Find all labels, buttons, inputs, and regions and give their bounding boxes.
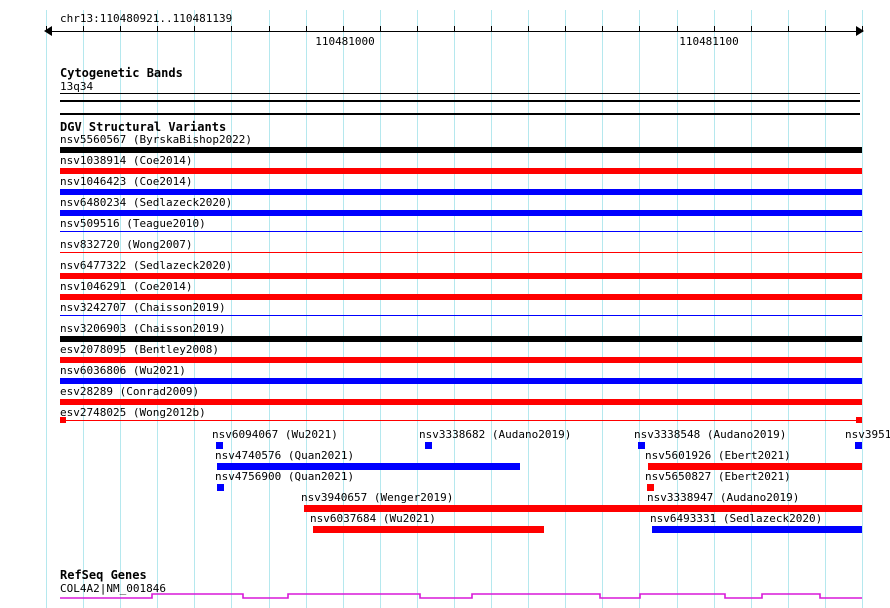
region-coordinate-label: chr13:110480921..110481139 (60, 12, 233, 25)
dgv-variant-label: nsv3242707 (Chaisson2019) (60, 301, 226, 314)
ruler-tick (677, 26, 678, 32)
dgv-variant-label: nsv3338548 (Audano2019) (634, 428, 787, 441)
ruler-tick (157, 26, 158, 32)
ruler-tick (343, 26, 344, 32)
refseq-gene-shape[interactable] (0, 566, 890, 608)
dgv-variant-label: nsv6493331 (Sedlazeck2020) (650, 512, 823, 525)
ruler-tick (714, 26, 715, 32)
section-title-refseq: RefSeq Genes (60, 568, 147, 582)
dgv-variant-bar[interactable] (313, 526, 544, 533)
ruler-tick (380, 26, 381, 32)
dgv-variant-bar[interactable] (217, 484, 224, 491)
refseq-gene-label: COL4A2|NM_001846 (60, 582, 166, 595)
dgv-variant-label: nsv5650827 (Ebert2021) (645, 470, 791, 483)
section-title-dgv: DGV Structural Variants (60, 120, 227, 134)
dgv-variant-bar[interactable] (648, 463, 862, 470)
dgv-variant-bar[interactable] (60, 210, 862, 216)
dgv-variant-bar[interactable] (60, 294, 862, 300)
cytoband-label: 13q34 (60, 80, 94, 93)
dgv-variant-label: nsv6036806 (Wu2021) (60, 364, 186, 377)
ruler-tick (417, 26, 418, 32)
dgv-variant-label: nsv1046423 (Coe2014) (60, 175, 193, 188)
ruler-tick (491, 26, 492, 32)
ruler-tick (788, 26, 789, 32)
ruler-tick (528, 26, 529, 32)
cytoband-section-divider-top (60, 100, 860, 102)
right-arrow-icon[interactable] (856, 26, 864, 36)
dgv-variant-bar[interactable] (652, 526, 862, 533)
dgv-variant-label: nsv6094067 (Wu2021) (212, 428, 338, 441)
dgv-variant-label: nsv3338947 (Audano2019) (647, 491, 800, 504)
dgv-variant-label: nsv6037684 (Wu2021) (310, 512, 436, 525)
ruler-tick (194, 26, 195, 32)
ruler-tick (83, 26, 84, 32)
dgv-variant-bar[interactable] (60, 336, 862, 342)
ruler-tick (120, 26, 121, 32)
ruler-tick (306, 26, 307, 32)
ruler-tick (862, 26, 863, 32)
dgv-variant-bar[interactable] (60, 252, 862, 253)
dgv-variant-bar[interactable] (60, 189, 862, 195)
dgv-variant-bar[interactable] (60, 357, 862, 363)
dgv-variant-bar[interactable] (60, 420, 862, 421)
dgv-variant-label: nsv3940657 (Wenger2019) (301, 491, 454, 504)
dgv-variant-label: nsv6480234 (Sedlazeck2020) (60, 196, 233, 209)
dgv-variant-label: nsv5601926 (Ebert2021) (645, 449, 791, 462)
ruler-tick (231, 26, 232, 32)
ruler-tick (825, 26, 826, 32)
dgv-variant-bar[interactable] (650, 505, 862, 512)
gridline (862, 10, 863, 608)
dgv-variant-bar[interactable] (647, 484, 654, 491)
dgv-variant-label: nsv4756900 (Quan2021) (215, 470, 355, 483)
ruler-tick (565, 26, 566, 32)
dgv-variant-label: nsv6477322 (Sedlazeck2020) (60, 259, 233, 272)
cytoband-rule (60, 93, 860, 94)
dgv-variant-endcap (856, 417, 862, 423)
dgv-variant-endcap (60, 417, 66, 423)
ruler-tick (46, 26, 47, 32)
dgv-variant-bar[interactable] (60, 147, 862, 153)
dgv-variant-bar[interactable] (60, 273, 862, 279)
dgv-variant-label: nsv832720 (Wong2007) (60, 238, 193, 251)
dgv-variant-bar[interactable] (60, 378, 862, 384)
left-arrow-icon[interactable] (44, 26, 52, 36)
dgv-variant-bar[interactable] (304, 505, 862, 512)
dgv-variant-label: nsv1046291 (Coe2014) (60, 280, 193, 293)
dgv-variant-bar[interactable] (60, 399, 862, 405)
dgv-variant-label: nsv509516 (Teague2010) (60, 217, 206, 230)
dgv-variant-bar[interactable] (60, 168, 862, 174)
coordinate-ruler: chr13:110480921..110481139 110481000 1104… (0, 0, 890, 50)
dgv-variant-label: esv2748025 (Wong2012b) (60, 406, 206, 419)
dgv-variant-label: nsv3206903 (Chaisson2019) (60, 322, 226, 335)
dgv-variant-label: nsv4740576 (Quan2021) (215, 449, 355, 462)
dgv-variant-label: esv2078095 (Bentley2008) (60, 343, 219, 356)
ruler-tick (751, 26, 752, 32)
dgv-variant-label: esv28289 (Conrad2009) (60, 385, 200, 398)
dgv-variant-bar[interactable] (60, 315, 862, 316)
ruler-tick (602, 26, 603, 32)
ruler-tick (639, 26, 640, 32)
dgv-variant-bar[interactable] (425, 442, 432, 449)
section-title-cytogenetic-bands: Cytogenetic Bands (60, 66, 183, 80)
gridline (46, 10, 47, 608)
cytoband-section-divider-bottom (60, 113, 860, 115)
ruler-tick (269, 26, 270, 32)
dgv-variant-label: nsv3951 (845, 428, 890, 441)
dgv-variant-label: nsv1038914 (Coe2014) (60, 154, 193, 167)
dgv-variant-bar[interactable] (855, 442, 862, 449)
ruler-tick-label: 110481100 (679, 35, 739, 48)
dgv-variant-bar[interactable] (60, 231, 862, 232)
dgv-variant-bar[interactable] (638, 442, 645, 449)
dgv-variant-label: nsv3338682 (Audano2019) (419, 428, 572, 441)
dgv-variant-label: nsv5560567 (ByrskaBishop2022) (60, 133, 253, 146)
ruler-tick-label: 110481000 (315, 35, 375, 48)
dgv-variant-bar[interactable] (216, 442, 223, 449)
ruler-tick (454, 26, 455, 32)
dgv-variant-bar[interactable] (217, 463, 520, 470)
refseq-gene-track[interactable] (0, 566, 890, 608)
